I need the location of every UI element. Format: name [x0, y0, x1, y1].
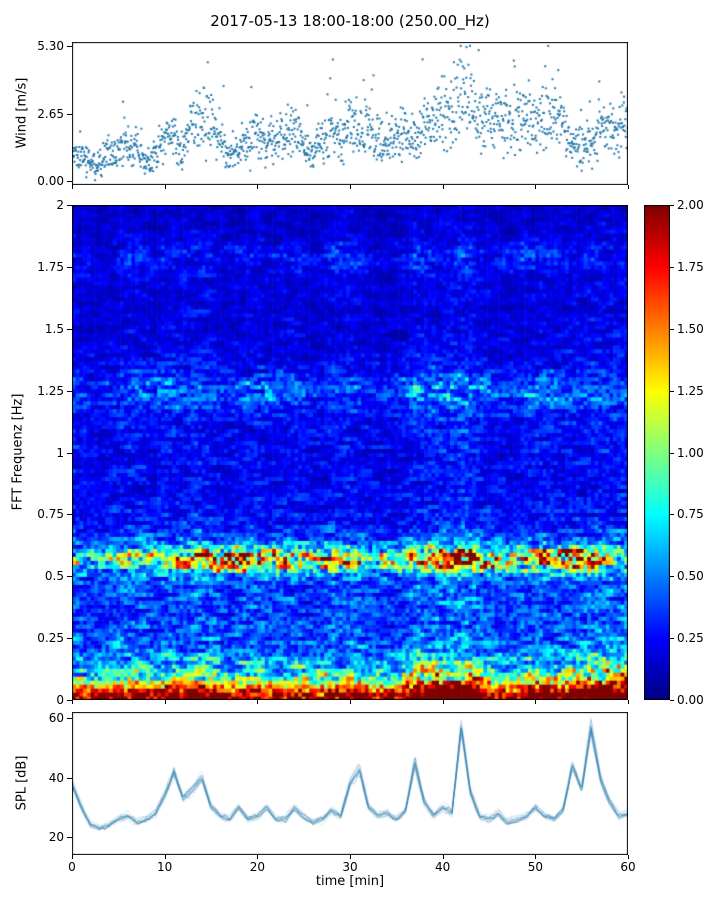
tick-label: 0 [56, 693, 64, 707]
tick-mark [67, 205, 72, 206]
tick-mark [257, 185, 258, 189]
tick-label: 1.50 [677, 321, 704, 336]
wind-scatter-plot [72, 42, 628, 185]
tick-label: 40 [435, 860, 451, 874]
tick-mark [67, 778, 72, 779]
spl-line-plot [72, 712, 628, 855]
tick-label: 30 [342, 860, 358, 874]
tick-mark [72, 185, 73, 189]
tick-mark [670, 453, 674, 454]
tick-label: 1.75 [37, 259, 64, 274]
tick-label: 0.50 [677, 569, 704, 584]
tick-mark [257, 855, 258, 859]
tick-label: 5.30 [37, 38, 64, 53]
tick-mark [628, 185, 629, 189]
tick-mark [350, 185, 351, 189]
tick-mark [670, 700, 674, 701]
tick-mark [443, 185, 444, 189]
time-x-axis-label: time [min] [315, 874, 385, 889]
tick-mark [67, 837, 72, 838]
tick-label: 1.5 [44, 321, 64, 336]
tick-mark [67, 46, 72, 47]
tick-mark [67, 329, 72, 330]
tick-mark [67, 514, 72, 515]
tick-mark [67, 114, 72, 115]
tick-mark [165, 855, 166, 859]
tick-label: 1.00 [677, 445, 704, 460]
tick-mark [72, 855, 73, 859]
tick-mark [67, 453, 72, 454]
tick-mark [670, 514, 674, 515]
tick-mark [350, 855, 351, 859]
tick-mark [67, 391, 72, 392]
tick-label: 0.00 [677, 693, 704, 707]
tick-label: 10 [157, 860, 173, 874]
tick-mark [67, 700, 72, 701]
tick-mark [67, 267, 72, 268]
tick-label: 2.00 [677, 198, 704, 212]
tick-label: 1 [56, 445, 64, 460]
tick-mark [535, 185, 536, 189]
tick-label: 0 [68, 860, 76, 874]
colorbar [644, 205, 670, 700]
tick-label: 0.75 [37, 507, 64, 522]
chart-title: 2017-05-13 18:00-18:00 (250.00_Hz) [210, 12, 490, 30]
tick-mark [350, 700, 351, 704]
tick-label: 0.75 [677, 507, 704, 522]
tick-mark [443, 700, 444, 704]
tick-mark [670, 205, 674, 206]
tick-mark [628, 700, 629, 704]
tick-mark [535, 700, 536, 704]
tick-mark [72, 700, 73, 704]
tick-label: 60 [620, 860, 636, 874]
tick-mark [670, 576, 674, 577]
tick-label: 0.5 [44, 569, 64, 584]
tick-mark [257, 700, 258, 704]
tick-label: 0.25 [677, 631, 704, 646]
tick-label: 60 [48, 710, 64, 725]
tick-label: 2 [56, 198, 64, 212]
spectrogram-heatmap [72, 205, 628, 700]
tick-label: 20 [249, 860, 265, 874]
tick-label: 0.25 [37, 631, 64, 646]
tick-mark [67, 181, 72, 182]
tick-mark [443, 855, 444, 859]
tick-label: 50 [527, 860, 543, 874]
tick-label: 40 [48, 770, 64, 785]
tick-mark [165, 185, 166, 189]
tick-mark [670, 391, 674, 392]
tick-label: 0.00 [37, 174, 64, 189]
tick-mark [165, 700, 166, 704]
tick-mark [67, 718, 72, 719]
tick-mark [670, 267, 674, 268]
tick-label: 1.25 [677, 383, 704, 398]
tick-label: 1.25 [37, 383, 64, 398]
tick-mark [535, 855, 536, 859]
tick-mark [67, 638, 72, 639]
tick-label: 20 [48, 830, 64, 845]
tick-mark [628, 855, 629, 859]
tick-mark [67, 576, 72, 577]
tick-mark [670, 329, 674, 330]
tick-label: 2.65 [37, 106, 64, 121]
tick-mark [670, 638, 674, 639]
tick-label: 1.75 [677, 259, 704, 274]
